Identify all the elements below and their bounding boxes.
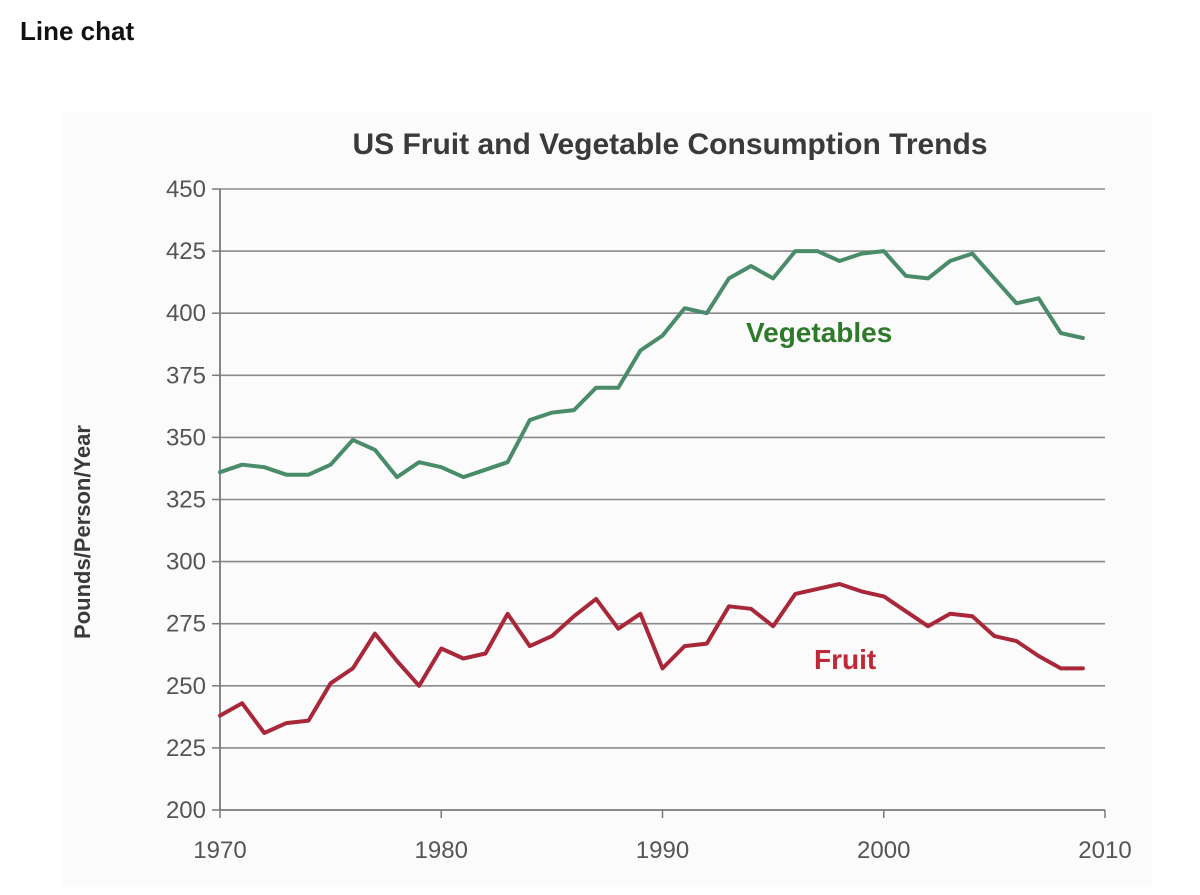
y-tick-label-275: 275	[166, 611, 206, 638]
y-tick-label-250: 250	[166, 673, 206, 700]
line-chart: US Fruit and Vegetable Consumption Trend…	[70, 128, 1132, 864]
x-tick-label-2010: 2010	[1078, 837, 1131, 864]
y-tick-label-300: 300	[166, 549, 206, 576]
y-tick-labels: 200 225 250 275 300 325 350 375 400 425 450	[166, 176, 206, 824]
x-tick-label-1980: 1980	[415, 837, 468, 864]
y-tick-label-200: 200	[166, 797, 206, 824]
x-tick-label-1990: 1990	[636, 837, 689, 864]
grid-lines	[220, 188, 1105, 749]
x-tick-labels: 1970 1980 1990 2000 2010	[193, 837, 1131, 864]
axes	[212, 188, 1106, 818]
page-heading: Line chat	[20, 16, 135, 46]
x-tick-label-2000: 2000	[857, 837, 910, 864]
y-tick-label-350: 350	[166, 424, 206, 451]
series-label-fruit: Fruit	[814, 644, 876, 675]
chart-panel: US Fruit and Vegetable Consumption Trend…	[62, 112, 1152, 887]
y-tick-label-375: 375	[166, 362, 206, 389]
series-lines	[218, 249, 1085, 735]
series-line-vegetables	[218, 249, 1085, 480]
y-tick-label-425: 425	[166, 238, 206, 265]
y-tick-label-450: 450	[166, 176, 206, 203]
y-tick-label-400: 400	[166, 300, 206, 327]
series-label-vegetables: Vegetables	[746, 317, 892, 348]
y-tick-label-225: 225	[166, 735, 206, 762]
series-line-fruit	[218, 582, 1085, 735]
y-axis-label: Pounds/Person/Year	[70, 425, 95, 639]
chart-title: US Fruit and Vegetable Consumption Trend…	[352, 128, 987, 161]
x-tick-label-1970: 1970	[193, 837, 246, 864]
y-tick-label-325: 325	[166, 487, 206, 514]
